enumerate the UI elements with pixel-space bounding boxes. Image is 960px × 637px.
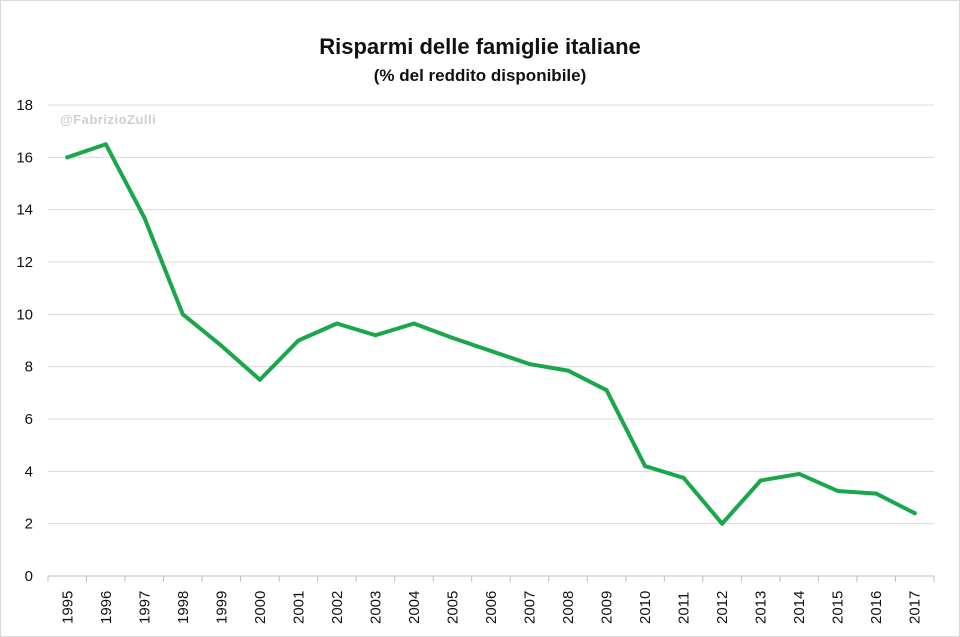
- y-tick-label: 2: [25, 516, 33, 533]
- x-tick-label: 2014: [791, 591, 808, 624]
- y-tick-label: 10: [16, 306, 33, 323]
- y-axis: 0 2 4 6 8 10 12 14 16 18: [16, 97, 33, 585]
- data-point: [334, 321, 339, 326]
- x-axis: 1995 1996 1997 1998 1999 2000 2001 2002 2003 2004…: [47, 576, 935, 624]
- chart-title: Risparmi delle famiglie italiane: [319, 34, 641, 59]
- data-point: [912, 511, 917, 516]
- data-point: [257, 377, 262, 382]
- data-point: [450, 335, 455, 340]
- x-tick-label: 2012: [714, 591, 731, 624]
- x-tick-label: 1997: [136, 591, 153, 624]
- data-point: [758, 478, 763, 483]
- x-tick-label: 2001: [290, 591, 307, 624]
- chart-subtitle: (% del reddito disponibile): [373, 66, 587, 85]
- x-tick-label: 2007: [522, 591, 539, 624]
- x-tick-label: 2009: [599, 591, 616, 624]
- data-point: [681, 475, 686, 480]
- x-tick-label: 2016: [868, 591, 885, 624]
- data-point: [411, 321, 416, 326]
- x-tick-label: 2008: [560, 591, 577, 624]
- x-tick-label: 2003: [367, 591, 384, 624]
- data-point: [797, 471, 802, 476]
- data-point: [180, 312, 185, 317]
- data-point: [219, 343, 224, 348]
- data-point: [566, 368, 571, 373]
- x-tick-label: 1995: [59, 591, 76, 624]
- series-line: [65, 142, 917, 526]
- x-tick-label: 1996: [98, 591, 115, 624]
- x-tick-label: 1998: [175, 591, 192, 624]
- data-point: [65, 155, 70, 160]
- data-point: [527, 362, 532, 367]
- y-tick-label: 14: [16, 202, 33, 219]
- x-tick-label: 2017: [907, 591, 924, 624]
- x-tick-label: 1999: [213, 591, 230, 624]
- y-tick-label: 8: [25, 359, 33, 376]
- y-tick-label: 12: [16, 254, 33, 271]
- data-point: [142, 215, 147, 220]
- x-tick-label: 2005: [444, 591, 461, 624]
- series-group: [65, 142, 917, 526]
- x-tick-label: 2011: [676, 592, 693, 624]
- data-point: [604, 388, 609, 393]
- y-tick-label: 4: [25, 463, 33, 480]
- y-tick-label: 18: [16, 97, 33, 114]
- watermark: @FabrizioZulli: [60, 112, 157, 127]
- data-point: [874, 491, 879, 496]
- x-tick-label: 2000: [252, 591, 269, 624]
- x-tick-label: 2006: [483, 591, 500, 624]
- y-tick-label: 0: [25, 568, 33, 585]
- x-tick-label: 2002: [329, 591, 346, 624]
- gridlines: [48, 104, 934, 577]
- x-tick-label: 2013: [753, 591, 770, 624]
- y-tick-label: 16: [16, 149, 33, 166]
- data-point: [373, 333, 378, 338]
- data-point: [720, 521, 725, 526]
- data-point: [103, 142, 108, 147]
- data-point: [835, 488, 840, 493]
- data-point: [489, 348, 493, 353]
- x-tick-label: 2015: [830, 591, 847, 624]
- x-tick-label: 2004: [406, 591, 423, 624]
- data-point: [296, 338, 301, 343]
- x-tick-label: 2010: [637, 591, 654, 624]
- data-point: [643, 464, 648, 469]
- y-tick-label: 6: [25, 411, 33, 428]
